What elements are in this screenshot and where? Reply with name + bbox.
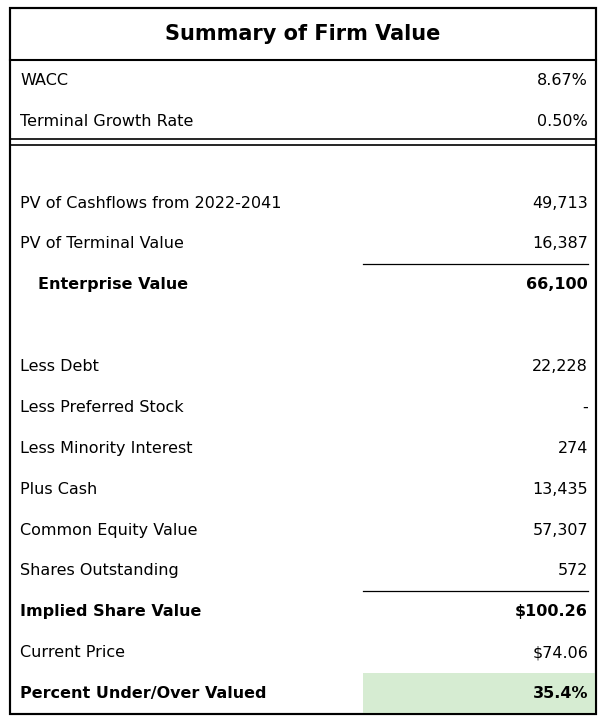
Text: 572: 572 <box>558 563 588 578</box>
Text: 8.67%: 8.67% <box>537 73 588 88</box>
Text: $74.06: $74.06 <box>532 645 588 660</box>
Text: Less Preferred Stock: Less Preferred Stock <box>20 400 184 415</box>
Text: 66,100: 66,100 <box>526 277 588 292</box>
Text: 274: 274 <box>558 441 588 456</box>
Text: Plus Cash: Plus Cash <box>20 482 97 497</box>
Bar <box>364 673 596 714</box>
Text: Current Price: Current Price <box>20 645 125 660</box>
Text: Enterprise Value: Enterprise Value <box>38 277 188 292</box>
Text: WACC: WACC <box>20 73 68 88</box>
Text: 22,228: 22,228 <box>532 359 588 374</box>
Text: PV of Terminal Value: PV of Terminal Value <box>20 236 184 251</box>
Text: Implied Share Value: Implied Share Value <box>20 604 201 619</box>
Text: Summary of Firm Value: Summary of Firm Value <box>165 24 441 44</box>
Text: 49,713: 49,713 <box>532 196 588 211</box>
Text: Terminal Growth Rate: Terminal Growth Rate <box>20 114 193 129</box>
Text: Percent Under/Over Valued: Percent Under/Over Valued <box>20 686 267 701</box>
Text: $100.26: $100.26 <box>515 604 588 619</box>
Text: Shares Outstanding: Shares Outstanding <box>20 563 179 578</box>
Text: 57,307: 57,307 <box>533 523 588 538</box>
Text: 13,435: 13,435 <box>533 482 588 497</box>
Text: PV of Cashflows from 2022-2041: PV of Cashflows from 2022-2041 <box>20 196 282 211</box>
Text: 0.50%: 0.50% <box>538 114 588 129</box>
Text: 16,387: 16,387 <box>532 236 588 251</box>
Text: -: - <box>582 400 588 415</box>
Text: Less Minority Interest: Less Minority Interest <box>20 441 193 456</box>
Text: Less Debt: Less Debt <box>20 359 99 374</box>
Text: Common Equity Value: Common Equity Value <box>20 523 198 538</box>
Text: 35.4%: 35.4% <box>533 686 588 701</box>
